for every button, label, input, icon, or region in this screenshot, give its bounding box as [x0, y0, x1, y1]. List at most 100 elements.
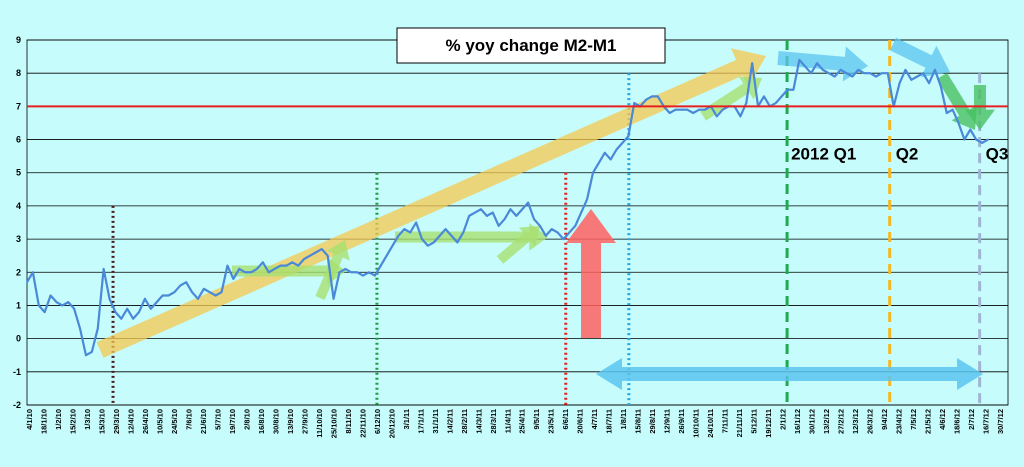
- data-point: [132, 317, 135, 320]
- x-tick-label: 16/7/12: [982, 409, 991, 434]
- y-tick-label: -2: [13, 400, 21, 410]
- data-point: [462, 231, 465, 234]
- x-tick-label: 27/9/10: [300, 409, 309, 434]
- data-point: [739, 115, 742, 118]
- data-point: [391, 244, 394, 247]
- data-point: [928, 82, 930, 85]
- x-tick-label: 14/3/11: [474, 409, 483, 434]
- data-point: [981, 141, 984, 144]
- data-point: [945, 112, 948, 114]
- trend-arrow: [965, 85, 995, 130]
- x-tick-label: 25/10/10: [329, 409, 338, 438]
- data-point: [138, 311, 140, 313]
- data-point: [704, 108, 706, 111]
- data-point: [55, 301, 58, 304]
- data-point: [544, 234, 547, 237]
- x-tick-label: 19/12/11: [764, 409, 773, 438]
- data-point: [85, 354, 87, 357]
- y-tick-label: 1: [16, 300, 21, 310]
- data-point: [291, 261, 294, 264]
- data-point: [185, 281, 188, 284]
- x-tick-label: 31/1/11: [431, 409, 440, 434]
- x-tick-label: 26/3/12: [866, 409, 875, 434]
- x-tick-label: 23/5/11: [547, 409, 556, 434]
- x-tick-label: 28/2/11: [460, 409, 469, 434]
- x-tick-label: 7/5/12: [909, 409, 918, 430]
- data-point: [910, 78, 913, 81]
- data-point: [615, 148, 618, 151]
- data-point: [780, 95, 783, 98]
- x-tick-label: 4/1/10: [25, 409, 34, 430]
- data-point: [833, 75, 836, 78]
- data-point: [745, 102, 748, 104]
- data-point: [197, 297, 199, 300]
- period-label: Q3: [986, 144, 1009, 163]
- y-tick-label: 2: [16, 267, 21, 277]
- x-tick-label: 26/4/10: [141, 409, 150, 434]
- data-point: [208, 291, 211, 294]
- x-tick-label: 20/6/11: [576, 409, 585, 434]
- y-tick-label: 5: [16, 168, 21, 178]
- data-point: [303, 258, 305, 260]
- data-point: [61, 304, 64, 307]
- data-point: [491, 211, 494, 214]
- data-point: [698, 108, 701, 111]
- x-tick-label: 5/7/10: [213, 409, 222, 430]
- data-point: [550, 228, 553, 231]
- x-tick-label: 2/1/12: [779, 409, 788, 430]
- data-point: [556, 231, 559, 234]
- data-point: [804, 65, 807, 68]
- x-tick-label: 29/3/10: [112, 409, 121, 434]
- data-point: [26, 281, 28, 284]
- plot-area: [26, 39, 1009, 406]
- trend-arrow: [566, 209, 616, 338]
- x-tick-label: 19/7/10: [228, 409, 237, 434]
- data-point: [839, 68, 842, 71]
- data-point: [474, 211, 476, 214]
- x-tick-label: 7/6/10: [184, 409, 193, 430]
- data-point: [267, 271, 270, 274]
- y-tick-label: 3: [16, 234, 21, 244]
- data-point: [851, 75, 854, 78]
- data-point: [256, 268, 258, 270]
- data-point: [963, 138, 966, 141]
- x-tick-label: 11/10/10: [315, 409, 324, 438]
- data-point: [786, 88, 789, 91]
- data-point: [533, 218, 535, 221]
- x-tick-label: 21/11/11: [735, 409, 744, 437]
- data-point: [49, 294, 52, 297]
- data-point: [144, 297, 146, 300]
- data-point: [651, 95, 653, 98]
- x-tick-label: 2/7/12: [967, 409, 976, 430]
- data-point: [562, 238, 565, 240]
- data-point: [798, 59, 801, 61]
- data-point: [916, 75, 919, 78]
- x-tick-label: 15/2/10: [68, 409, 77, 434]
- x-tick-label: 15/8/11: [634, 409, 643, 434]
- trend-arrow: [700, 76, 762, 121]
- data-point: [580, 211, 583, 214]
- y-tick-label: 6: [16, 135, 21, 145]
- x-tick-label: 15/3/10: [97, 409, 106, 434]
- data-point: [409, 231, 412, 234]
- data-point: [421, 238, 423, 240]
- trend-arrow: [395, 223, 548, 251]
- x-tick-label: 3/1/11: [402, 409, 411, 429]
- data-point: [344, 268, 347, 270]
- x-tick-label: 24/5/10: [170, 409, 179, 434]
- data-point: [456, 241, 459, 244]
- data-point: [244, 271, 247, 274]
- data-point: [379, 264, 382, 267]
- data-point: [875, 75, 877, 78]
- data-point: [721, 108, 724, 111]
- data-point: [332, 297, 335, 300]
- data-point: [368, 271, 370, 274]
- x-tick-label: 18/7/11: [605, 409, 614, 434]
- x-tick-label: 30/7/12: [996, 409, 1005, 434]
- data-point: [822, 68, 824, 71]
- x-tick-label: 21/5/12: [924, 409, 933, 434]
- x-tick-label: 12/4/10: [126, 409, 135, 434]
- data-point: [403, 228, 406, 231]
- data-point: [161, 294, 164, 297]
